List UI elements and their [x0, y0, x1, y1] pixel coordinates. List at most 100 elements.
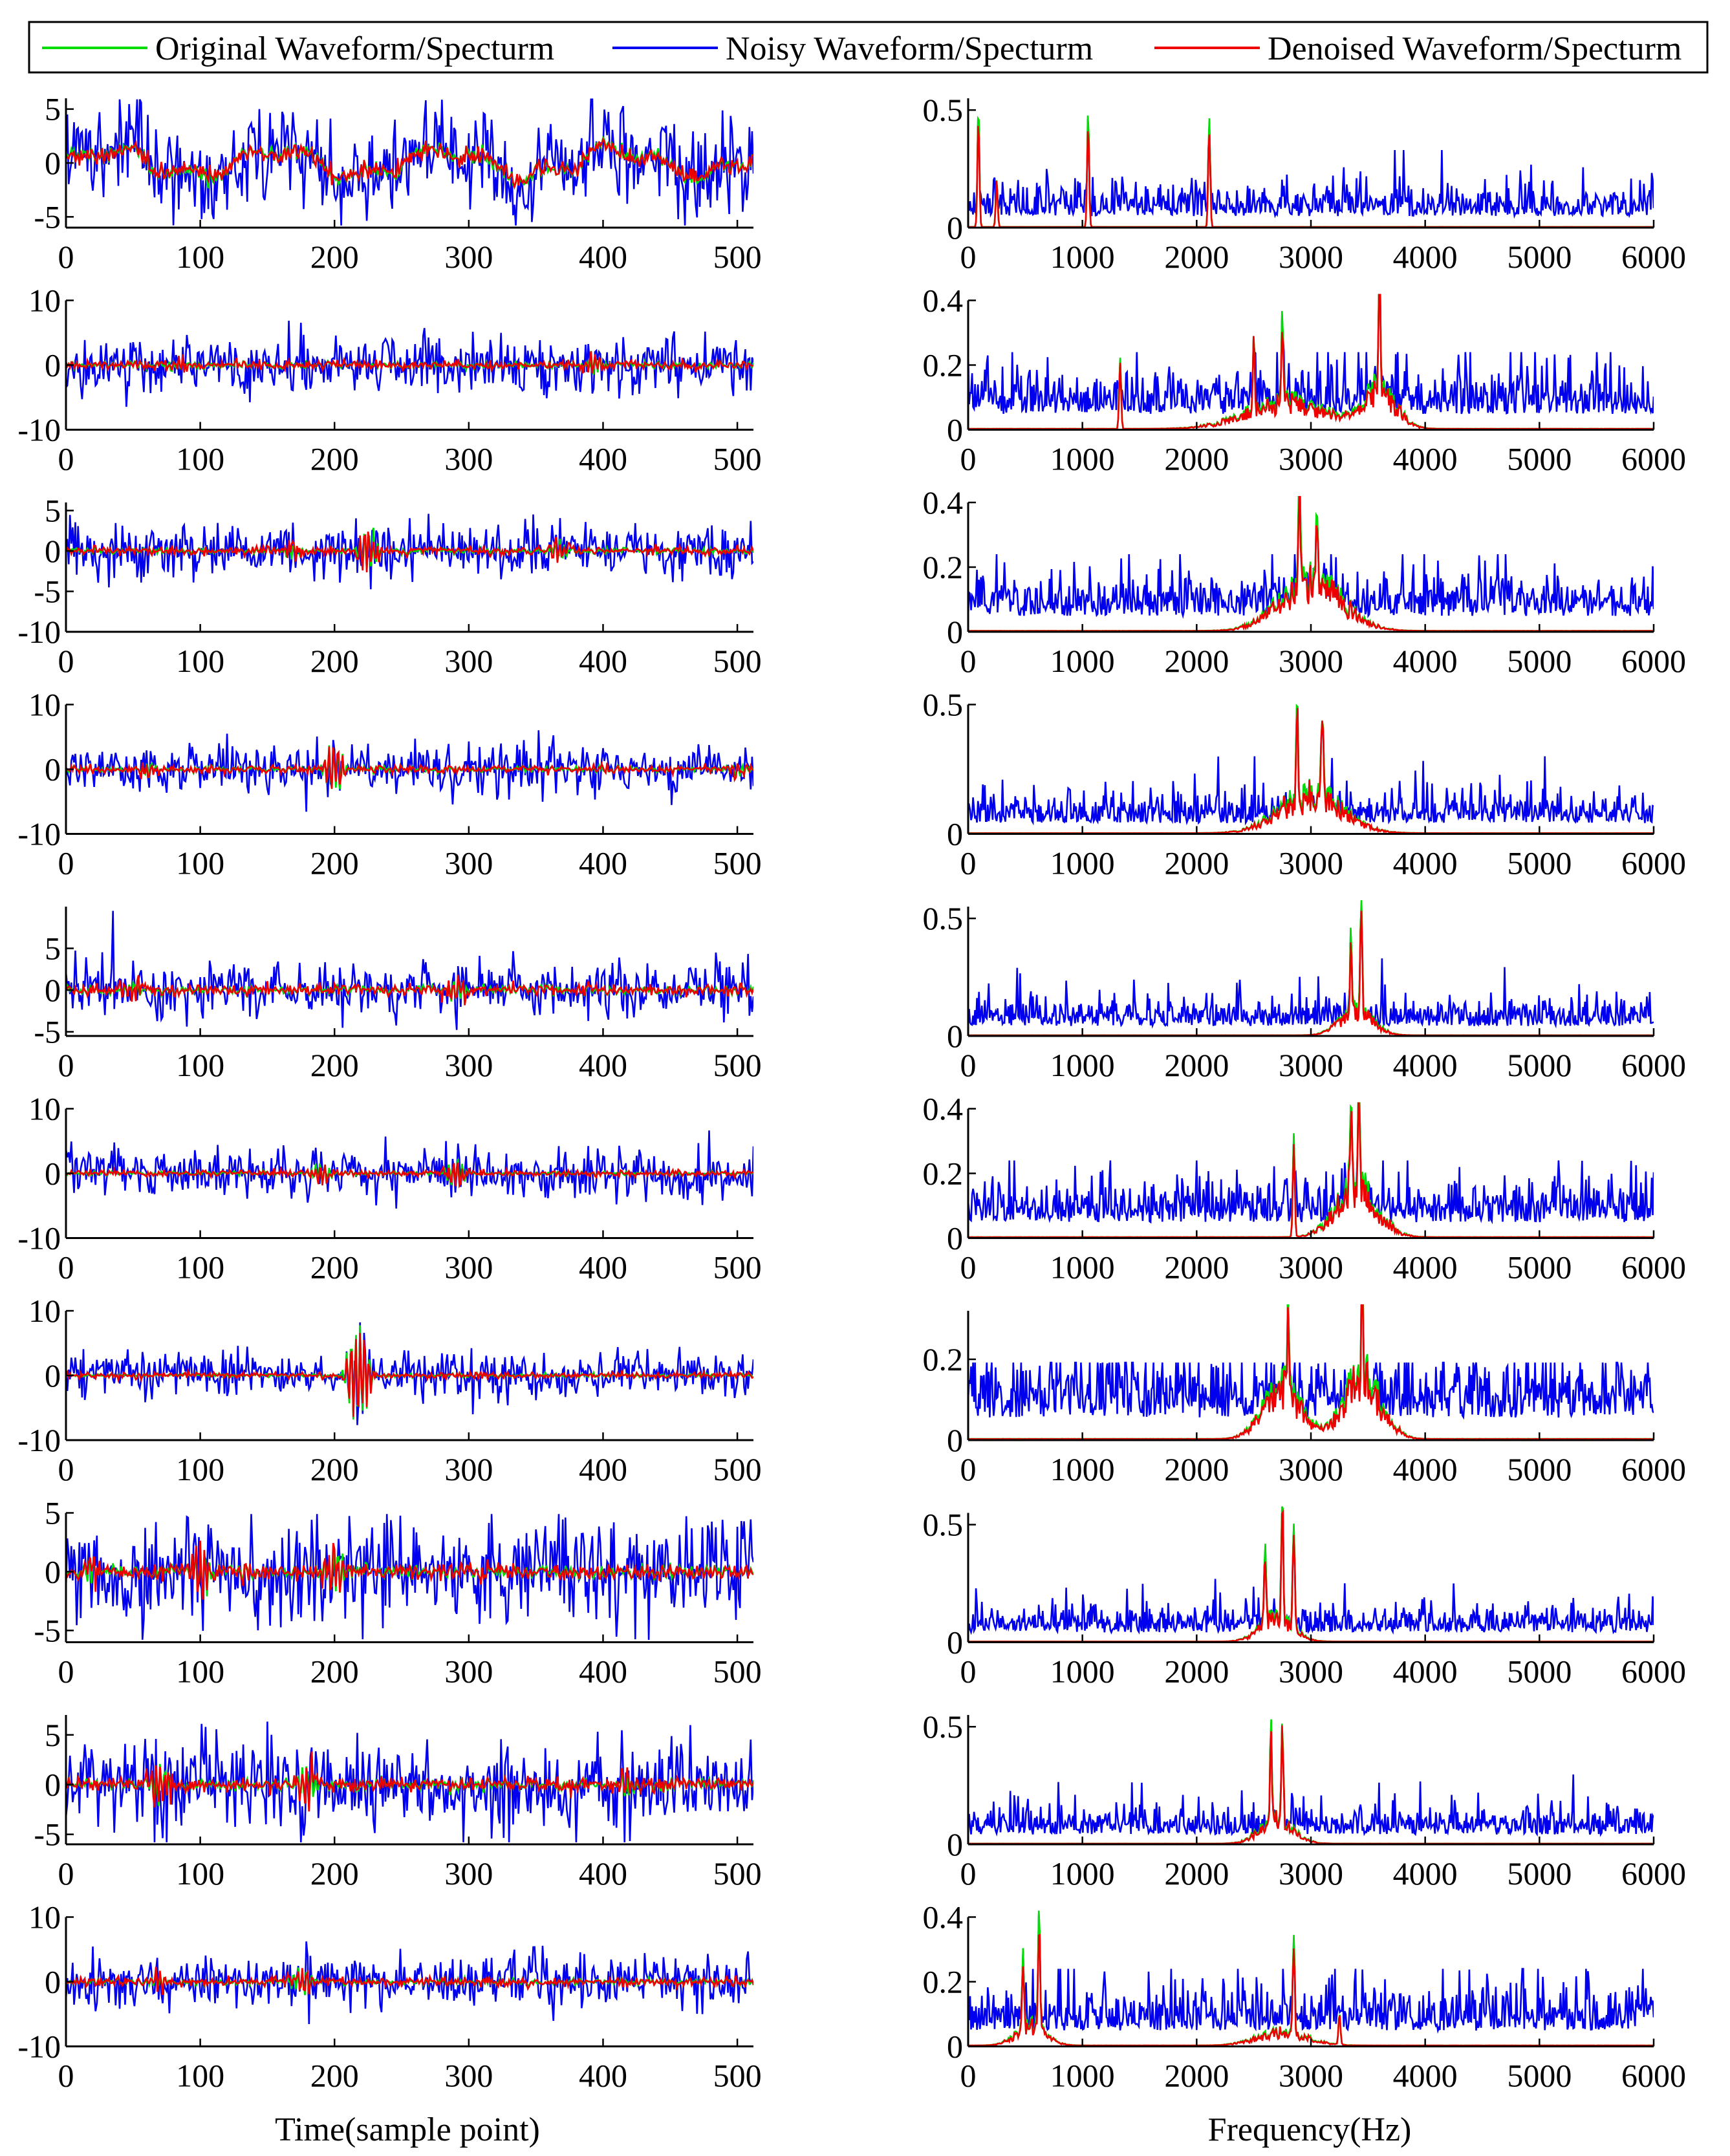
spectrum-10-noisy-line: [968, 1914, 1654, 2034]
wave-9-ytick-label: 0: [45, 1767, 61, 1803]
wave-panel-1: 5 0 -5 0 100 200 300 400 500: [34, 91, 761, 275]
spectrum-7-xtick-label: 5000: [1507, 1451, 1572, 1487]
wave-8-ytick-label: -5: [34, 1612, 61, 1648]
wave-panel-8: 5 0 -5 0 100 200 300 400 500: [34, 1495, 761, 1690]
wave-6-ytick-label: -10: [17, 1220, 61, 1256]
wave-1-xtick-label: 200: [310, 239, 359, 275]
wave-2-xtick-label: 100: [176, 441, 224, 477]
wave-2-xtick-label: 300: [444, 441, 493, 477]
wave-6-ytick-label: 10: [28, 1091, 61, 1127]
wave-2-ytick-label: -10: [17, 412, 61, 448]
wave-7-xtick-label: 300: [444, 1451, 493, 1487]
spectrum-4-xtick-label: 3000: [1279, 845, 1343, 881]
wave-3-xtick-label: 500: [713, 643, 762, 679]
spectrum-4-xtick-label: 0: [960, 845, 977, 881]
spectrum-6-xtick-label: 6000: [1621, 1249, 1686, 1286]
wave-3-xtick-label: 400: [579, 643, 627, 679]
wave-7-xtick-label: 200: [310, 1451, 359, 1487]
spectrum-8-ytick-label: 0: [947, 1624, 963, 1661]
wave-5-xtick-label: 400: [579, 1047, 627, 1083]
spectrum-1-xtick-label: 2000: [1164, 239, 1229, 275]
wave-4-xtick-label: 400: [579, 845, 627, 881]
spectrum-4-xtick-label: 1000: [1050, 845, 1115, 881]
wave-10-denoised-line: [66, 1967, 753, 1996]
spectrum-8-xtick-label: 3000: [1279, 1654, 1343, 1690]
spectrum-1-ytick-label: 0.5: [923, 92, 964, 128]
spectrum-5-noisy-line: [968, 903, 1654, 1029]
spectrum-10-xtick-label: 2000: [1164, 2058, 1229, 2094]
spectrum-2-xtick-label: 2000: [1164, 441, 1229, 477]
wave-1-xtick-label: 500: [713, 239, 762, 275]
panels: 50-50 100 200 300 400 5000.500 1000 2000 3000 400…: [17, 91, 1686, 2094]
spectrum-5-xtick-label: 3000: [1279, 1047, 1343, 1083]
spectrum-6-xtick-label: 2000: [1164, 1249, 1229, 1286]
spectrum-3-xtick-label: 1000: [1050, 643, 1115, 679]
spectrum-7-xtick-label: 4000: [1393, 1451, 1458, 1487]
wave-8-xtick-label: 300: [444, 1654, 493, 1690]
wave-9-xtick-label: 400: [579, 1855, 627, 1892]
wave-5-xtick-label: 500: [713, 1047, 762, 1083]
spectrum-8-xtick-label: 4000: [1393, 1654, 1458, 1690]
wave-8-xtick-label: 100: [176, 1654, 224, 1690]
spectrum-2-xtick-label: 6000: [1621, 441, 1686, 477]
wave-panel-3: 50-5-100 100 200 300 400 500: [17, 493, 761, 680]
spectrum-8-xtick-label: 1000: [1050, 1654, 1115, 1690]
wave-1-ytick-label: 0: [45, 145, 61, 181]
spectrum-2-xtick-label: 1000: [1050, 441, 1115, 477]
wave-6-xtick-label: 100: [176, 1249, 224, 1286]
wave-5-xtick-label: 100: [176, 1047, 224, 1083]
wave-2-xtick-label: 400: [579, 441, 627, 477]
wave-10-xtick-label: 500: [713, 2058, 762, 2094]
spectrum-panel-4: 0.5 00 1000 2000 3000 4000 5000 6000: [923, 687, 1687, 881]
wave-6-ytick-label: 0: [45, 1156, 61, 1192]
wave-9-xtick-label: 300: [444, 1855, 493, 1892]
wave-7-xtick-label: 0: [58, 1451, 74, 1487]
spectrum-9-ytick-label: 0: [947, 1826, 963, 1862]
spectrum-1-xtick-label: 1000: [1050, 239, 1115, 275]
wave-1-noisy-line: [66, 98, 753, 226]
spectrum-3-xtick-label: 5000: [1507, 643, 1572, 679]
wave-7-ytick-label: 0: [45, 1357, 61, 1394]
wave-8-denoised-line: [66, 1540, 753, 1600]
wave-4-denoised-line: [66, 746, 753, 789]
legend-noisy-label: Noisy Waveform/Specturm: [726, 30, 1093, 67]
spectrum-9-xtick-label: 4000: [1393, 1855, 1458, 1892]
spectrum-4-ytick-label: 0.5: [923, 687, 964, 723]
wave-8-xtick-label: 400: [579, 1654, 627, 1690]
spectrum-7-xtick-label: 0: [960, 1451, 977, 1487]
spectrum-2-ytick-label: 0.4: [923, 283, 964, 319]
wave-2-xtick-label: 200: [310, 441, 359, 477]
wave-7-xtick-label: 400: [579, 1451, 627, 1487]
wave-8-ytick-label: 5: [45, 1495, 61, 1531]
spectrum-1-xtick-label: 4000: [1393, 239, 1458, 275]
spectrum-9-xtick-label: 6000: [1621, 1855, 1686, 1892]
spectrum-3-xtick-label: 0: [960, 643, 977, 679]
spectrum-8-xtick-label: 2000: [1164, 1654, 1229, 1690]
wave-2-xtick-label: 0: [58, 441, 74, 477]
spectrum-10-xtick-label: 3000: [1279, 2058, 1343, 2094]
spectrum-10-xtick-label: 5000: [1507, 2058, 1572, 2094]
wave-3-ytick-label: 5: [45, 493, 61, 529]
spectrum-5-xtick-label: 6000: [1621, 1047, 1686, 1083]
spectrum-10-ytick-label: 0.2: [923, 1964, 964, 2000]
spectrum-9-xtick-label: 5000: [1507, 1855, 1572, 1892]
wave-5-denoised-line: [66, 975, 753, 1006]
spectrum-6-ytick-label: 0: [947, 1220, 963, 1256]
legend-denoised-label: Denoised Waveform/Specturm: [1268, 30, 1681, 67]
wave-5-xtick-label: 200: [310, 1047, 359, 1083]
spectrum-6-xtick-label: 1000: [1050, 1249, 1115, 1286]
wave-10-ytick-label: 10: [28, 1899, 61, 1935]
frequency-axis-label: Frequency(Hz): [1208, 2111, 1412, 2148]
legend: Original Waveform/Specturm Noisy Wavefor…: [28, 21, 1709, 74]
wave-panel-4: 100-100 100 200 300 400 500: [17, 687, 761, 881]
wave-4-xtick-label: 100: [176, 845, 224, 881]
spectrum-10-ytick-label: 0: [947, 2029, 963, 2065]
spectrum-8-noisy-line: [968, 1509, 1654, 1635]
wave-4-ytick-label: 10: [28, 687, 61, 723]
spectrum-6-xtick-label: 4000: [1393, 1249, 1458, 1286]
wave-10-xtick-label: 300: [444, 2058, 493, 2094]
wave-2-xtick-label: 500: [713, 441, 762, 477]
spectrum-9-xtick-label: 2000: [1164, 1855, 1229, 1892]
spectrum-4-xtick-label: 4000: [1393, 845, 1458, 881]
